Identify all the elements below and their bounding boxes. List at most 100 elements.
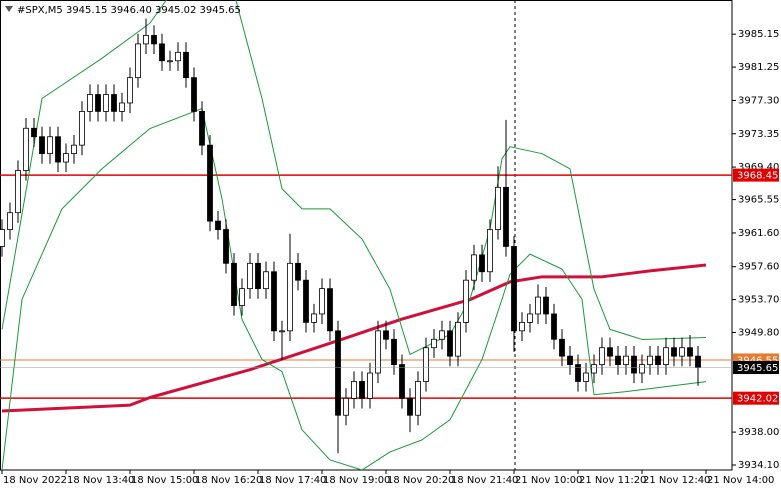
candle-body (671, 347, 677, 357)
candle-body (623, 355, 629, 365)
candle-body (431, 338, 437, 349)
y-tick-label: 3969.40 (738, 162, 779, 173)
x-tick-label: 18 Nov 15:00 (131, 475, 198, 486)
candle-body (487, 229, 493, 273)
candle-body (471, 254, 477, 281)
candle-body (359, 381, 365, 399)
candle-body (151, 35, 157, 45)
y-tick-label: 3973.35 (738, 129, 779, 140)
candle-body (383, 330, 389, 340)
candle-body (287, 262, 293, 332)
candle-body (399, 364, 405, 399)
y-tick-label: 3953.70 (738, 295, 779, 306)
candle-body (111, 94, 117, 112)
level-label-box (733, 391, 779, 405)
candle-body (103, 94, 109, 112)
candle-body (55, 136, 61, 163)
candle-body (543, 296, 549, 315)
candle-body (95, 94, 101, 112)
level-label: 3942.02 (737, 394, 778, 405)
x-tick-label: 18 Nov 20:20 (387, 475, 454, 486)
symbol-icon (5, 6, 13, 12)
y-tick-label: 3934.10 (738, 460, 779, 471)
candle-body (663, 347, 669, 365)
x-tick-label: 18 Nov 19:00 (323, 475, 390, 486)
candle-body (143, 35, 149, 45)
candle-body (231, 262, 237, 306)
candle-body (39, 136, 45, 155)
candle-body (375, 330, 381, 374)
candle-body (175, 51, 181, 62)
candle-body (87, 94, 93, 112)
candle-body (535, 296, 541, 315)
candle-body (295, 262, 301, 281)
candle-body (263, 271, 269, 290)
candle-body (47, 136, 53, 155)
candle-body (583, 372, 589, 382)
candle-body (575, 364, 581, 382)
candle-body (495, 186, 501, 230)
candle-body (23, 127, 29, 171)
candle-body (327, 288, 333, 332)
candle-body (15, 170, 21, 214)
candle-body (159, 43, 165, 62)
candle-body (191, 77, 197, 112)
candle-body (455, 321, 461, 357)
candle-body (391, 338, 397, 365)
x-tick-label: 18 Nov 21:40 (451, 475, 518, 486)
level-label-box (733, 361, 779, 375)
candle-body (415, 381, 421, 416)
indicator-line (1, 0, 707, 355)
y-tick-label: 3938.00 (738, 427, 779, 438)
x-tick-label: 18 Nov 17:40 (259, 475, 326, 486)
candle-body (503, 186, 509, 247)
x-tick-label: 21 Nov 11:20 (579, 475, 646, 486)
candle-body (511, 246, 517, 332)
candle-body (687, 347, 693, 357)
candle-body (351, 381, 357, 399)
candle-body (343, 397, 349, 416)
candle-body (519, 321, 525, 332)
candle-body (447, 330, 453, 357)
candle-body (551, 313, 557, 340)
candle-body (271, 271, 277, 332)
candle-body (559, 338, 565, 357)
x-tick-label: 18 Nov 16:20 (195, 475, 262, 486)
candle-body (639, 364, 645, 374)
candle-body (215, 220, 221, 230)
candle-body (607, 347, 613, 357)
x-tick-label: 21 Nov 10:00 (515, 475, 582, 486)
candle-body (591, 364, 597, 374)
candle-body (279, 330, 285, 333)
candle-body (679, 347, 685, 357)
y-tick-label: 3977.30 (738, 95, 779, 106)
candle-body (239, 288, 245, 306)
candle-body (615, 355, 621, 365)
candle-body (167, 60, 173, 63)
level-label: 3968.45 (737, 171, 778, 182)
x-tick-label: 18 Nov 2022 (3, 475, 67, 486)
candle-body (135, 43, 141, 79)
candle-body (63, 153, 69, 163)
candle-body (247, 262, 253, 290)
indicator-line (1, 108, 707, 470)
candle-body (647, 355, 653, 365)
candle-body (7, 212, 13, 230)
candle-body (311, 313, 317, 323)
level-label-box (733, 168, 779, 182)
candle-body (423, 347, 429, 382)
plot-area (0, 0, 732, 470)
candle-body (255, 262, 261, 290)
x-tick-label: 21 Nov 14:00 (707, 475, 774, 486)
candle-body (695, 355, 701, 368)
x-tick-label: 18 Nov 13:40 (67, 475, 134, 486)
x-tick-label: 21 Nov 12:40 (643, 475, 710, 486)
y-tick-label: 3957.60 (738, 262, 779, 273)
candle-body (335, 330, 341, 416)
candle-body (199, 111, 205, 146)
indicator-line (1, 263, 707, 413)
candle-body (463, 279, 469, 323)
candle-body (119, 102, 125, 112)
candle-body (79, 111, 85, 146)
